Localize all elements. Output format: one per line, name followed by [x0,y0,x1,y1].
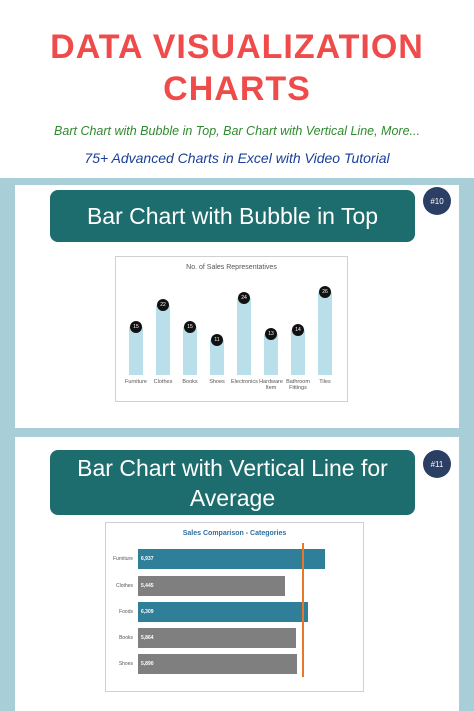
chart-title: No. of Sales Representatives [186,264,277,271]
bar [237,298,251,375]
tagline: 75+ Advanced Charts in Excel with Video … [84,150,390,166]
bubble: 13 [265,327,277,340]
bubble: 15 [184,321,196,334]
bar [156,304,170,375]
bar [264,333,278,375]
bar [138,654,297,674]
bubble: 24 [238,292,250,305]
bar [129,327,143,375]
bar [138,576,285,596]
bubble: 26 [319,286,331,298]
badge: #11 [423,450,451,478]
badge: #10 [423,187,451,215]
value-label: 5,890 [141,661,154,667]
x-tick-label: Shoes [209,379,225,385]
x-tick-label: Bathroom Fittings [286,379,310,391]
chart: Sales Comparison - Categories 6,937 Furni… [105,522,364,692]
value-label: 6,309 [141,609,154,615]
title: CHARTS [163,70,311,108]
bar [318,292,332,375]
bubble: 14 [292,324,304,337]
title: DATA VISUALIZATION [50,28,424,66]
bar [138,602,309,622]
x-tick-label: Clothes [153,379,173,385]
average-line [302,543,304,677]
y-tick-label: Foods [119,609,133,615]
bar [138,549,325,569]
y-tick-label: Clothes [116,583,133,589]
bar [183,327,197,375]
x-tick-label: Hardware Item [259,379,283,391]
y-tick-label: Shoes [118,661,133,667]
subtitle: Bart Chart with Bubble in Top, Bar Chart… [54,124,420,138]
x-tick-label: Electronics [231,379,258,385]
value-label: 5,445 [141,583,154,589]
bar [138,628,297,648]
bubble: 11 [211,333,223,346]
chart-title: Sales Comparison - Categories [182,530,287,537]
y-tick-label: Furniture [112,556,133,562]
bar [210,339,224,375]
bubble: 22 [157,298,169,311]
value-label: 6,937 [141,556,154,562]
bar [291,330,305,375]
x-tick-label: Tiles [319,379,331,385]
chart: No. of Sales Representatives 15 Furniture… [115,256,348,402]
x-tick-label: Books [182,379,198,385]
x-tick-label: Furniture [124,379,147,385]
value-label: 5,864 [141,635,154,641]
section-heading: Bar Chart with Vertical Line for Average [50,450,415,515]
y-tick-label: Books [119,635,133,641]
section-heading: Bar Chart with Bubble in Top [50,190,415,242]
bubble: 15 [130,321,142,334]
header-panel [0,0,474,178]
